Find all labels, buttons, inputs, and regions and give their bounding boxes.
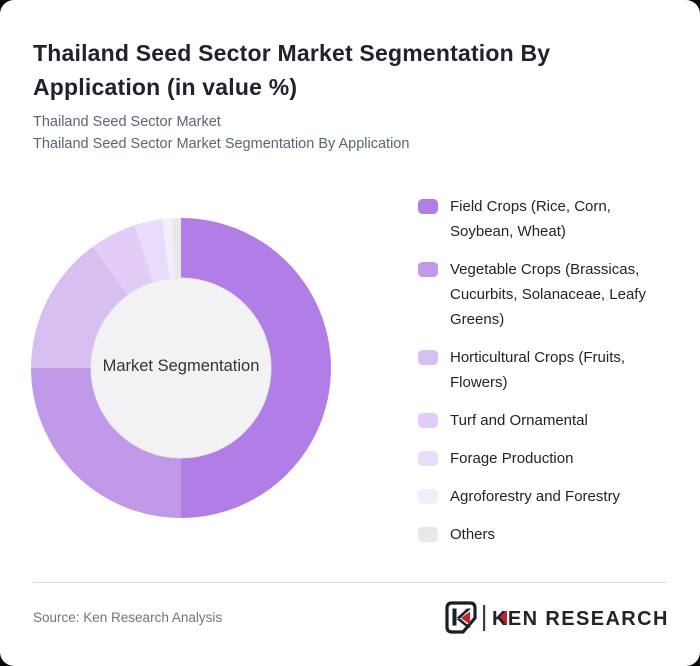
logo-k-red-triangle	[496, 610, 507, 626]
legend-item[interactable]: Field Crops (Rice, Corn, Soybean, Wheat)	[418, 194, 670, 244]
legend-label: Agroforestry and Forestry	[450, 488, 621, 505]
logo-wordmark: KEN RESEARCH	[492, 608, 667, 630]
legend-label: Vegetable Crops (Brassicas, Cucurbits, S…	[450, 261, 646, 328]
donut-chart	[31, 218, 331, 518]
source-text: Source: Ken Research Analysis	[33, 610, 223, 625]
legend-swatch	[418, 451, 438, 466]
legend-swatch	[418, 413, 438, 428]
legend-swatch	[418, 199, 438, 214]
subtitle-line-1: Thailand Seed Sector Market	[33, 114, 221, 130]
legend-label: Field Crops (Rice, Corn, Soybean, Wheat)	[450, 198, 611, 240]
page-title: Thailand Seed Sector Market Segmentation…	[33, 40, 551, 100]
ken-research-logo: KEN RESEARCH	[445, 601, 667, 634]
legend-label: Forage Production	[450, 450, 574, 467]
donut-chart-area	[31, 218, 331, 518]
legend-label: Others	[450, 526, 496, 543]
legend-item[interactable]: Vegetable Crops (Brassicas, Cucurbits, S…	[418, 257, 670, 332]
legend-item[interactable]: Others	[418, 522, 670, 547]
legend-swatch	[418, 527, 438, 542]
legend-swatch	[418, 262, 438, 277]
footer-divider	[33, 582, 667, 583]
legend-label: Turf and Ornamental	[450, 412, 588, 429]
logo-shield-icon	[445, 601, 477, 634]
legend: Field Crops (Rice, Corn, Soybean, Wheat)…	[418, 194, 670, 547]
legend-item[interactable]: Agroforestry and Forestry	[418, 484, 670, 509]
legend-label: Horticultural Crops (Fruits, Flowers)	[450, 349, 626, 391]
chart-center-label: Market Segmentation	[102, 357, 260, 375]
legend-swatch	[418, 350, 438, 365]
legend-item[interactable]: Turf and Ornamental	[418, 408, 670, 433]
logo-divider	[483, 605, 486, 631]
legend-item[interactable]: Horticultural Crops (Fruits, Flowers)	[418, 345, 670, 395]
subtitle-block: Thailand Seed Sector Market Thailand See…	[33, 112, 653, 155]
subtitle-line-2: Thailand Seed Sector Market Segmentation…	[33, 135, 410, 152]
donut-hole	[90, 277, 272, 459]
legend-swatch	[418, 489, 438, 504]
legend-item[interactable]: Forage Production	[418, 446, 670, 471]
